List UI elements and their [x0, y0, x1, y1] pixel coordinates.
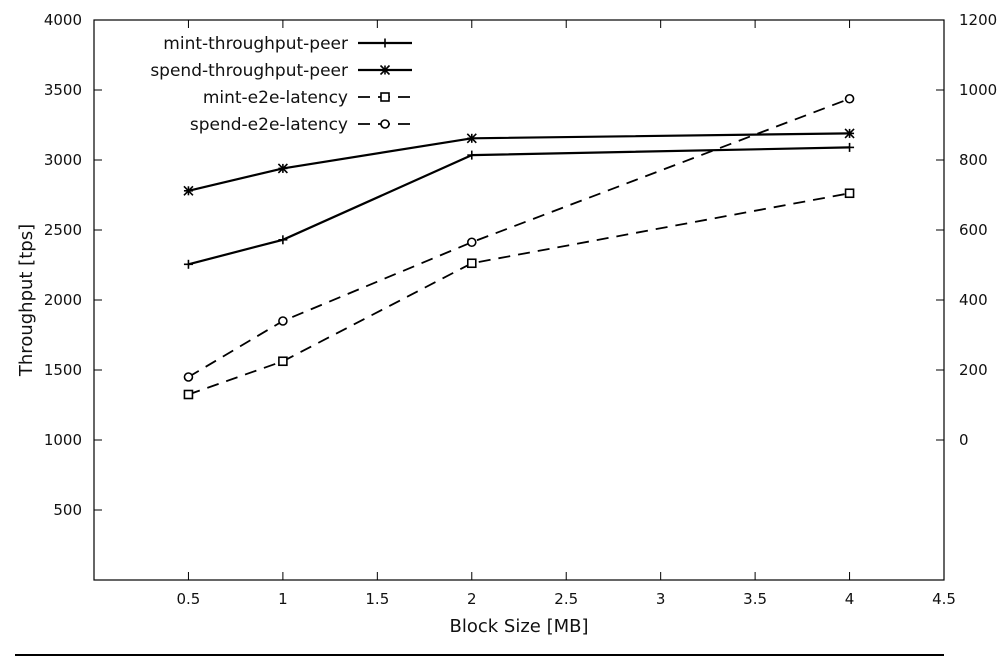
x-tick-label: 1.5	[365, 590, 389, 608]
legend-label: mint-throughput-peer	[163, 34, 348, 54]
legend-entry: mint-e2e-latency	[203, 88, 412, 108]
x-tick-label: 1	[278, 590, 288, 608]
x-tick-label: 2	[467, 590, 477, 608]
y-tick-label: 1000	[44, 431, 82, 449]
legend-marker-plus	[380, 38, 390, 48]
series-lines	[183, 93, 855, 400]
legend-marker-circle	[380, 119, 390, 129]
y2-tick-label: 0	[959, 431, 969, 449]
x-tick-label: 4.5	[932, 590, 956, 608]
y-tick-label: 4000	[44, 11, 82, 29]
y2-tick-label: 800	[959, 151, 988, 169]
legend-entry: spend-e2e-latency	[190, 115, 412, 135]
x-axis-title: Block Size [MB]	[450, 616, 589, 637]
x-tick-label: 3	[656, 590, 666, 608]
x-tick-label: 2.5	[554, 590, 578, 608]
series-spend-throughput-peer	[183, 128, 855, 196]
axes: 0.5 1 1.5 2 2.5 3 3.5 4 4.5500100015002000250030…	[15, 11, 997, 656]
legend-label: spend-throughput-peer	[150, 61, 348, 81]
data-point-circle	[278, 316, 288, 326]
data-point-plus	[278, 235, 288, 245]
y-tick-label: 2000	[44, 291, 82, 309]
legend-marker-star	[379, 64, 391, 76]
y2-tick-label: 1200	[959, 11, 997, 29]
legend-entry: mint-throughput-peer	[163, 34, 412, 54]
series-mint-throughput-peer	[183, 142, 855, 269]
data-point-circle	[183, 372, 194, 382]
legend-marker-square	[380, 92, 390, 102]
series-spend-e2e-latency	[183, 93, 855, 382]
legend-label: mint-e2e-latency	[203, 88, 348, 108]
series-line	[188, 132, 850, 192]
data-point-square	[844, 188, 855, 199]
data-point-star	[844, 128, 855, 139]
data-point-circle	[466, 237, 477, 248]
data-point-plus	[183, 259, 193, 269]
y-tick-label: 500	[53, 501, 82, 519]
data-point-square	[183, 389, 194, 400]
x-tick-label: 0.5	[177, 590, 201, 608]
y-tick-label: 1500	[44, 361, 82, 379]
y-tick-label: 3500	[44, 81, 82, 99]
data-point-square	[278, 356, 288, 367]
y2-tick-label: 1000	[959, 81, 997, 99]
y2-tick-label: 600	[959, 221, 988, 239]
legend: mint-throughput-peer spend-throughput-pee…	[150, 34, 412, 135]
x-tick-label: 3.5	[743, 590, 767, 608]
series-mint-e2e-latency	[183, 188, 855, 400]
data-point-plus	[467, 150, 477, 160]
y2-tick-label: 200	[959, 361, 988, 379]
x-tick-label: 4	[845, 590, 855, 608]
series-line	[188, 146, 850, 266]
data-point-star	[183, 185, 194, 196]
data-point-star	[277, 163, 288, 174]
y2-tick-label: 400	[959, 291, 988, 309]
data-point-square	[466, 258, 477, 269]
data-point-star	[466, 133, 477, 144]
y-tick-label: 2500	[44, 221, 82, 239]
legend-label: spend-e2e-latency	[190, 115, 348, 135]
data-point-plus	[845, 142, 855, 152]
y-axis-title: Throughput [tps]	[16, 224, 37, 377]
legend-entry: spend-throughput-peer	[150, 61, 412, 81]
series-line	[188, 192, 850, 396]
y-tick-label: 3000	[44, 151, 82, 169]
data-point-circle	[844, 93, 855, 104]
